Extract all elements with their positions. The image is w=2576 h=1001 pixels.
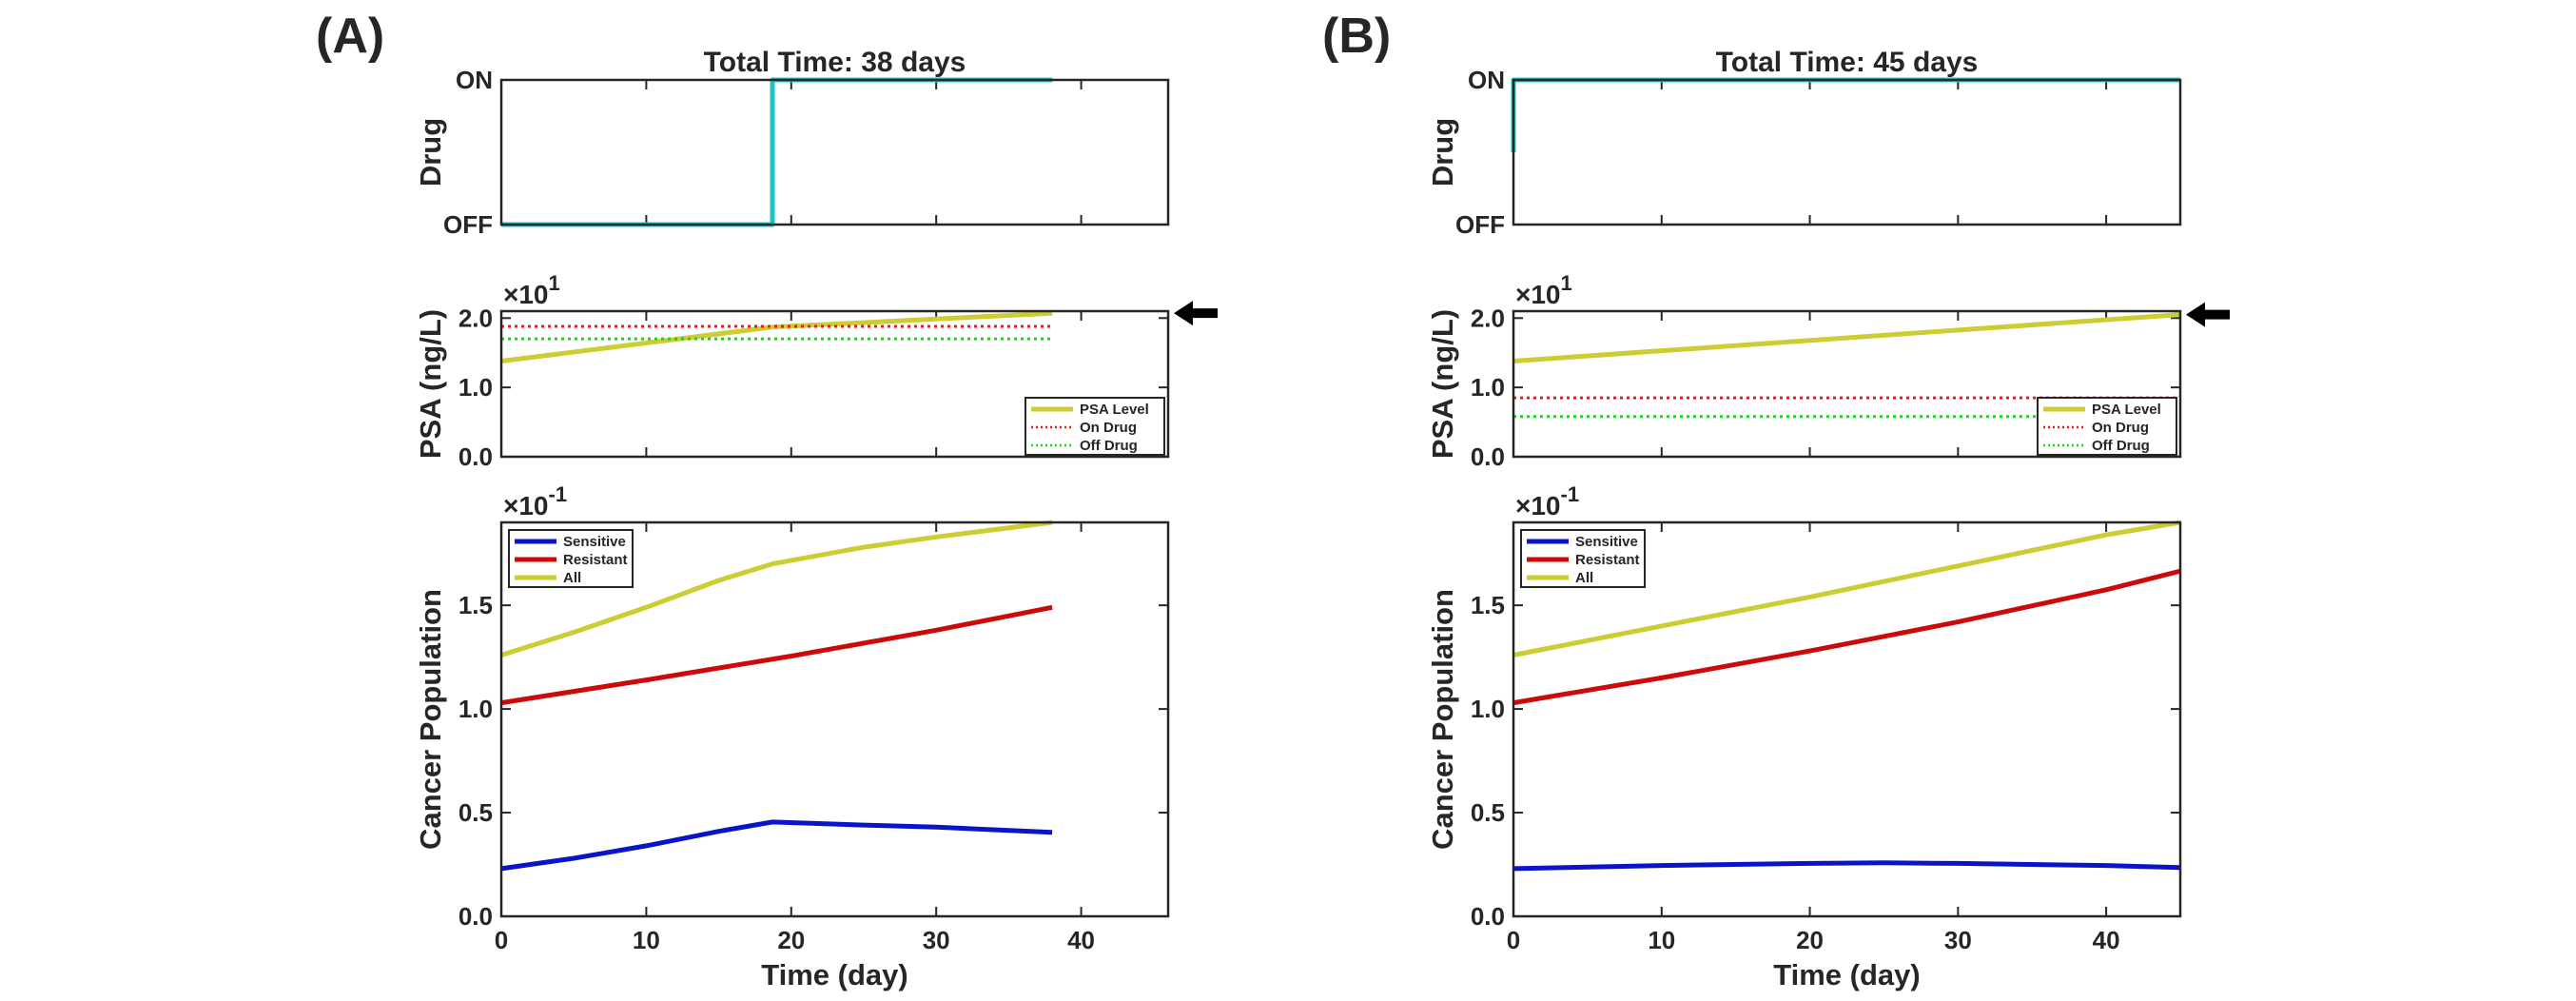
panel-label-b: (B) bbox=[1322, 9, 1391, 64]
x-axis-label: Time (day) bbox=[761, 958, 907, 991]
y-tick-label: 1.0 bbox=[459, 695, 493, 723]
axes-frame bbox=[1512, 309, 2182, 459]
series-drug bbox=[501, 77, 1053, 227]
series-drug bbox=[1511, 77, 2180, 152]
series-psa-level bbox=[500, 310, 1053, 363]
exponent-power: -1 bbox=[549, 482, 568, 506]
exponent-base: ×10 bbox=[503, 491, 549, 520]
exponent-base: ×10 bbox=[1515, 491, 1561, 520]
exponent-power: -1 bbox=[1561, 482, 1580, 506]
series-sensitive bbox=[1512, 860, 2181, 872]
subplot-b-drug: Total Time: 45 days OFF ON Drug bbox=[1426, 47, 2182, 239]
axes-frame bbox=[499, 520, 1170, 918]
y-tick-label: OFF bbox=[443, 210, 493, 239]
exponent-power: 1 bbox=[1561, 271, 1572, 295]
x-tick-label: 30 bbox=[1944, 926, 1972, 954]
series-all bbox=[1512, 520, 2181, 658]
y-tick-label: OFF bbox=[1455, 210, 1505, 239]
legend-label-sensitive: Sensitive bbox=[563, 534, 626, 550]
subplot-a-population: 0 10 20 30 40 0.0 0.5 1.0 1.5 ×10-1 Cancer Populat… bbox=[414, 482, 1170, 991]
y-axis-label: Cancer Population bbox=[1426, 589, 1459, 850]
y-exponent-label: ×10-1 bbox=[1515, 482, 1579, 520]
y-axis-label: Drug bbox=[414, 118, 447, 186]
x-tick-label: 0 bbox=[495, 926, 508, 954]
legend-label-off-drug: Off Drug bbox=[2092, 438, 2150, 454]
legend: Sensitive Resistant All bbox=[508, 529, 634, 588]
axes-frame bbox=[499, 78, 1170, 226]
x-tick-label: 10 bbox=[633, 926, 660, 954]
subplot-title: Total Time: 45 days bbox=[1716, 47, 1979, 78]
series-resistant bbox=[500, 604, 1053, 706]
y-tick-label: 1.0 bbox=[1471, 373, 1505, 402]
y-tick-label: ON bbox=[1468, 66, 1505, 94]
axes-frame bbox=[499, 309, 1170, 459]
legend-label-resistant: Resistant bbox=[563, 552, 628, 568]
series-all bbox=[500, 520, 1053, 658]
y-tick-label: 1.5 bbox=[459, 591, 493, 619]
axes-frame bbox=[1512, 78, 2182, 226]
exponent-base: ×10 bbox=[1515, 280, 1561, 309]
series-psa-level bbox=[1512, 312, 2181, 363]
y-axis-label: Cancer Population bbox=[414, 589, 447, 850]
axes-frame bbox=[1512, 520, 2182, 918]
x-tick-label: 30 bbox=[923, 926, 950, 954]
subplot-title: Total Time: 38 days bbox=[704, 47, 966, 78]
legend: PSA Level On Drug Off Drug bbox=[2037, 397, 2177, 456]
y-tick-label: 2.0 bbox=[459, 304, 493, 332]
y-exponent-label: ×101 bbox=[503, 271, 560, 309]
legend-label-psa-level: PSA Level bbox=[2092, 402, 2161, 418]
subplot-a-drug: Total Time: 38 days OFF ON Drug bbox=[414, 47, 1170, 239]
y-tick-label: 0.5 bbox=[459, 798, 493, 827]
legend-label-psa-level: PSA Level bbox=[1080, 402, 1149, 418]
y-tick-label: 0.5 bbox=[1471, 798, 1505, 827]
y-axis-label: Drug bbox=[1426, 118, 1459, 186]
legend-label-all: All bbox=[1575, 570, 1593, 586]
exponent-base: ×10 bbox=[503, 280, 549, 309]
x-tick-label: 20 bbox=[777, 926, 805, 954]
x-tick-label: 40 bbox=[2093, 926, 2120, 954]
legend-label-all: All bbox=[563, 570, 581, 586]
subplot-b-population: 0 10 20 30 40 0.0 0.5 1.0 1.5 ×10-1 Cancer Populat… bbox=[1426, 482, 2182, 991]
y-exponent-label: ×10-1 bbox=[503, 482, 567, 520]
legend-label-on-drug: On Drug bbox=[1080, 420, 1137, 436]
y-tick-label: 0.0 bbox=[1471, 902, 1505, 931]
y-axis-label: PSA (ng/L) bbox=[1426, 309, 1459, 459]
x-tick-label: 20 bbox=[1796, 926, 1824, 954]
x-tick-label: 40 bbox=[1067, 926, 1095, 954]
y-axis-label: PSA (ng/L) bbox=[414, 309, 447, 459]
y-tick-label: 1.5 bbox=[1471, 591, 1505, 619]
y-tick-label: 0.0 bbox=[1471, 442, 1505, 471]
subplot-b-psa: 0.0 1.0 2.0 ×101 PSA (ng/L) PSA Level On Drug O… bbox=[1426, 271, 2230, 471]
legend-label-off-drug: Off Drug bbox=[1080, 438, 1138, 454]
legend-label-resistant: Resistant bbox=[1575, 552, 1640, 568]
series-sensitive bbox=[500, 819, 1053, 872]
legend: PSA Level On Drug Off Drug bbox=[1025, 397, 1165, 456]
y-tick-label: 2.0 bbox=[1471, 304, 1505, 332]
x-tick-label: 10 bbox=[1648, 926, 1675, 954]
y-tick-label: 1.0 bbox=[1471, 695, 1505, 723]
y-tick-label: ON bbox=[456, 66, 493, 94]
legend-label-sensitive: Sensitive bbox=[1575, 534, 1638, 550]
arrow-marker bbox=[1174, 301, 1218, 326]
legend-label-on-drug: On Drug bbox=[2092, 420, 2149, 436]
series-resistant bbox=[1512, 568, 2181, 706]
x-axis-label: Time (day) bbox=[1773, 958, 1920, 991]
y-exponent-label: ×101 bbox=[1515, 271, 1572, 309]
legend: Sensitive Resistant All bbox=[1520, 529, 1646, 588]
arrow-marker bbox=[2186, 302, 2230, 327]
y-tick-label: 0.0 bbox=[459, 442, 493, 471]
panel-label-a: (A) bbox=[316, 9, 384, 64]
exponent-power: 1 bbox=[549, 271, 560, 295]
x-tick-label: 0 bbox=[1507, 926, 1520, 954]
y-tick-label: 0.0 bbox=[459, 902, 493, 931]
y-tick-label: 1.0 bbox=[459, 373, 493, 402]
subplot-a-psa: 0.0 1.0 2.0 ×101 PSA (ng/L) PSA Level On Drug O… bbox=[414, 271, 1218, 471]
